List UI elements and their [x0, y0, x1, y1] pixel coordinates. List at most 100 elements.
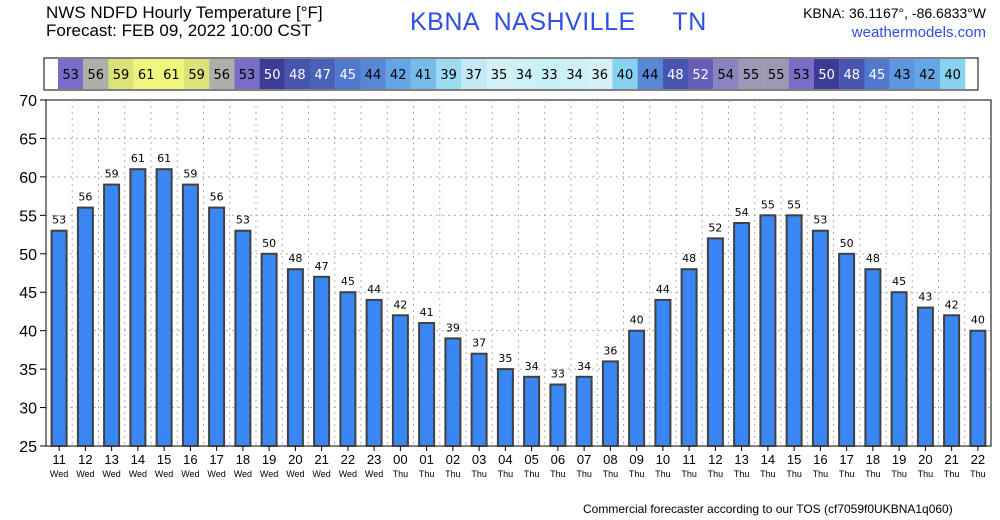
strip-value: 50	[818, 68, 835, 83]
x-day-label: Wed	[207, 469, 225, 479]
strip-value: 61	[163, 68, 180, 83]
bar	[916, 306, 934, 447]
header-left: NWS NDFD Hourly Temperature [°F] Forecas…	[46, 4, 323, 40]
data-label: 53	[52, 214, 66, 227]
bar	[680, 268, 698, 448]
bar	[864, 268, 882, 448]
strip-cell	[763, 59, 789, 89]
x-day-label: Wed	[155, 469, 173, 479]
x-day-label: Thu	[550, 469, 566, 479]
x-tick-label: 11	[682, 452, 696, 467]
x-tick-label: 16	[183, 452, 197, 467]
data-label: 50	[840, 237, 854, 250]
data-label: 47	[315, 260, 329, 273]
strip-value: 45	[340, 68, 357, 83]
x-day-label: Wed	[260, 469, 278, 479]
bar	[628, 329, 646, 448]
strip-cell	[738, 59, 764, 89]
x-day-label: Thu	[760, 469, 776, 479]
data-label: 40	[971, 314, 985, 327]
data-label: 42	[945, 298, 959, 311]
chart-title: NWS NDFD Hourly Temperature [°F]	[46, 3, 323, 22]
strip-cell	[839, 59, 865, 89]
x-tick-label: 05	[524, 452, 538, 467]
y-tick-label: 50	[19, 247, 37, 264]
x-day-label: Thu	[498, 469, 514, 479]
x-day-label: Wed	[234, 469, 252, 479]
x-tick-label: 03	[472, 452, 486, 467]
strip-cell	[940, 59, 966, 89]
x-tick-label: 20	[288, 452, 302, 467]
bar	[286, 268, 304, 448]
x-day-label: Wed	[339, 469, 357, 479]
x-tick-label: 02	[446, 452, 460, 467]
data-label: 37	[472, 337, 486, 350]
x-day-label: Wed	[181, 469, 199, 479]
strip-value: 53	[62, 68, 79, 83]
data-label: 39	[446, 321, 460, 334]
strip-cell	[788, 59, 815, 89]
x-day-label: Thu	[419, 469, 435, 479]
x-tick-label: 08	[603, 452, 617, 467]
x-tick-label: 17	[839, 452, 853, 467]
strip-cell	[335, 59, 361, 89]
data-label: 56	[210, 191, 224, 204]
x-day-label: Wed	[312, 469, 330, 479]
data-label: 33	[551, 368, 565, 381]
strip-cell	[713, 59, 739, 89]
strip-value: 33	[541, 68, 558, 83]
strip-value: 52	[692, 68, 709, 83]
strip-value: 53	[793, 68, 810, 83]
bar	[470, 352, 488, 448]
y-tick-label: 45	[19, 285, 37, 302]
bar	[129, 168, 147, 447]
footer-note: Commercial forecaster according to our T…	[583, 502, 953, 516]
strip-value: 56	[214, 68, 231, 83]
strip-cell	[814, 59, 840, 89]
x-day-label: Thu	[524, 469, 540, 479]
strip-value: 34	[516, 68, 533, 83]
x-tick-label: 09	[629, 452, 643, 467]
data-label: 44	[367, 283, 381, 296]
data-label: 34	[525, 360, 539, 373]
data-label: 44	[656, 283, 670, 296]
x-day-label: Wed	[102, 469, 120, 479]
x-day-label: Thu	[629, 469, 645, 479]
strip-cell	[108, 59, 134, 89]
strip-value: 42	[919, 68, 936, 83]
header-right: KBNA: 36.1167°, -86.6833°W weathermodels…	[803, 4, 986, 42]
strip-cell	[914, 59, 941, 89]
x-day-label: Wed	[76, 469, 94, 479]
data-label: 56	[78, 191, 92, 204]
strip-cell	[688, 59, 714, 89]
strip-value: 44	[642, 68, 659, 83]
bar	[50, 229, 68, 447]
data-label: 53	[813, 214, 827, 227]
x-tick-label: 04	[498, 452, 512, 467]
data-label: 36	[603, 344, 617, 357]
bar	[155, 168, 173, 447]
strip-value: 47	[314, 68, 331, 83]
x-tick-label: 21	[944, 452, 958, 467]
strip-value: 56	[88, 68, 105, 83]
strip-value: 45	[869, 68, 886, 83]
strip-cell	[889, 59, 915, 89]
site-link[interactable]: weathermodels.com	[851, 24, 986, 41]
x-day-label: Wed	[50, 469, 68, 479]
bar	[706, 237, 724, 447]
x-tick-label: 23	[367, 452, 381, 467]
bar	[234, 229, 252, 447]
bar	[103, 183, 121, 447]
strip-cell	[310, 59, 336, 89]
strip-value: 44	[365, 68, 382, 83]
x-tick-label: 01	[419, 452, 433, 467]
bar	[444, 337, 462, 447]
x-day-label: Thu	[445, 469, 461, 479]
strip-value: 35	[491, 68, 508, 83]
data-label: 43	[918, 291, 932, 304]
strip-value: 40	[617, 68, 634, 83]
strip-cell	[486, 59, 512, 89]
strip-value: 40	[944, 68, 961, 83]
station-coords: KBNA: 36.1167°, -86.6833°W	[803, 5, 986, 21]
strip-cell	[284, 59, 311, 89]
